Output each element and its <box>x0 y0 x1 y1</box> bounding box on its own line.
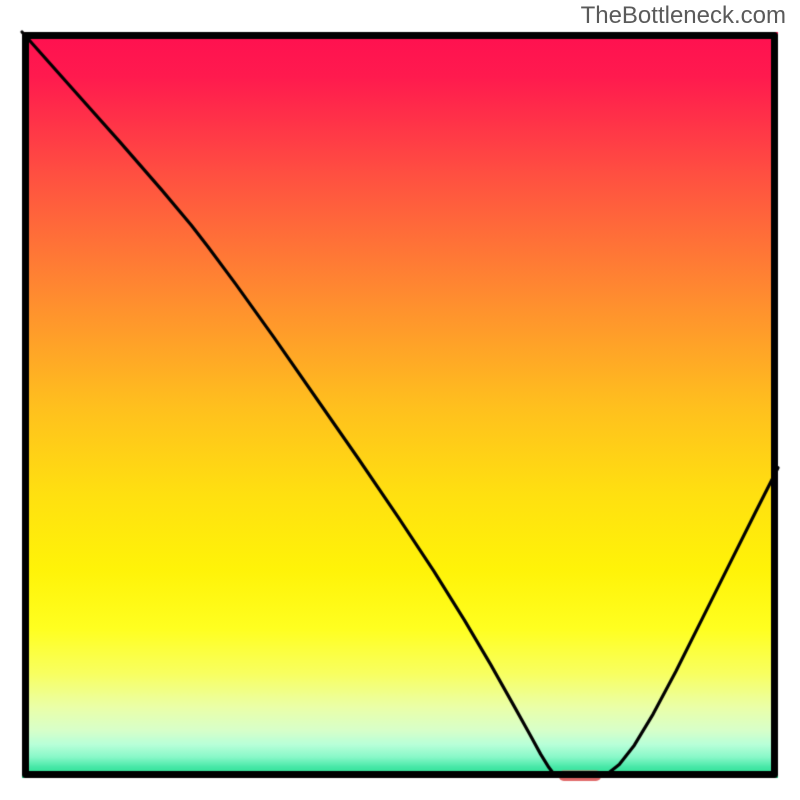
watermark-text: TheBottleneck.com <box>581 2 786 30</box>
bottleneck-chart <box>10 28 790 790</box>
